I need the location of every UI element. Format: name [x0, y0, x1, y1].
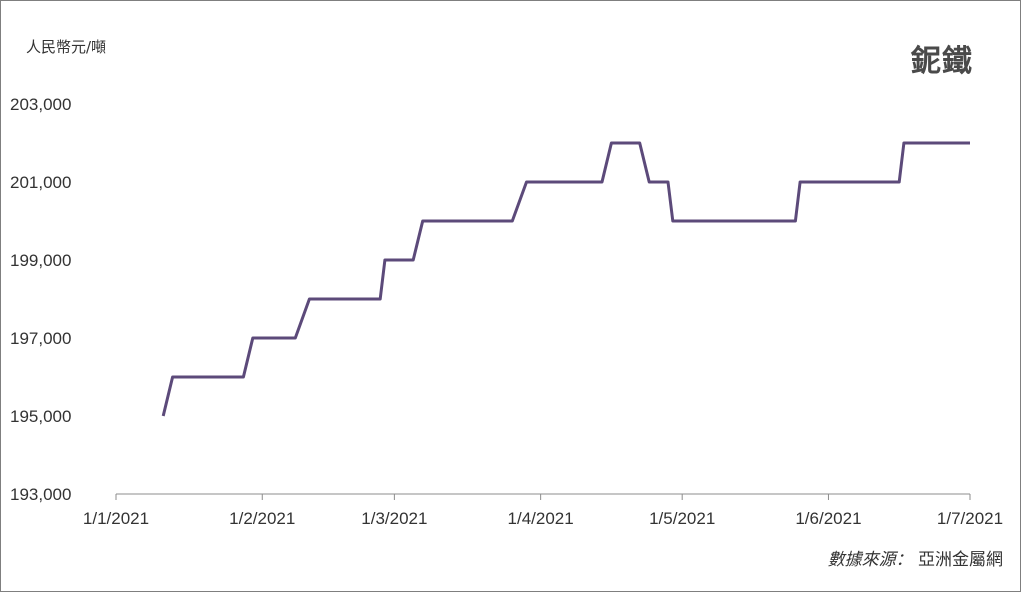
- x-tick-label: 1/5/2021: [649, 509, 715, 528]
- y-tick-label: 203,000: [10, 95, 71, 114]
- y-axis-unit-label: 人民幣元/噸: [26, 38, 107, 56]
- y-tick-label: 197,000: [10, 329, 71, 348]
- y-tick-label: 201,000: [10, 173, 71, 192]
- x-tick-label: 1/2/2021: [229, 509, 295, 528]
- price-series-line: [161, 141, 970, 417]
- x-tick-label: 1/1/2021: [83, 509, 149, 528]
- x-tick-label: 1/6/2021: [795, 509, 861, 528]
- x-tick-label: 1/3/2021: [361, 509, 427, 528]
- x-tick-label: 1/7/2021: [937, 509, 1003, 528]
- data-source-value: 亞洲金屬網: [918, 550, 1003, 570]
- data-source-label: 數據來源：: [827, 550, 913, 570]
- chart-title: 鈮鐵: [911, 44, 973, 79]
- data-source: 數據來源： 亞洲金屬網: [828, 545, 1003, 570]
- x-tick-label: 1/4/2021: [508, 509, 574, 528]
- y-tick-label: 193,000: [10, 485, 71, 504]
- y-tick-label: 195,000: [10, 407, 71, 426]
- y-tick-label: 199,000: [10, 251, 71, 270]
